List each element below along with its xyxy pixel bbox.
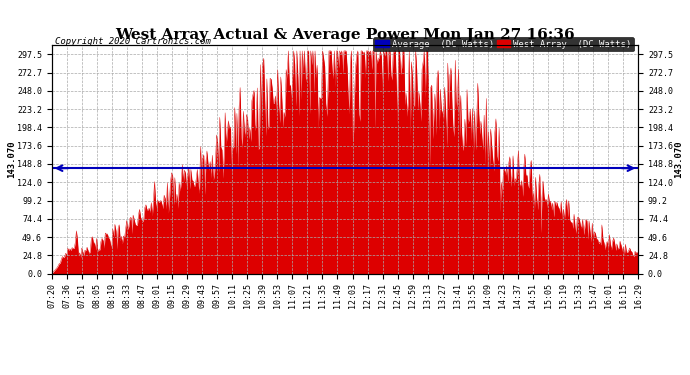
Text: Copyright 2020 Cartronics.com: Copyright 2020 Cartronics.com <box>55 37 210 46</box>
Title: West Array Actual & Average Power Mon Jan 27 16:36: West Array Actual & Average Power Mon Ja… <box>115 28 575 42</box>
Y-axis label: 143.070: 143.070 <box>7 141 16 178</box>
Legend: Average  (DC Watts), West Array  (DC Watts): Average (DC Watts), West Array (DC Watts… <box>373 37 633 51</box>
Y-axis label: 143.070: 143.070 <box>674 141 683 178</box>
